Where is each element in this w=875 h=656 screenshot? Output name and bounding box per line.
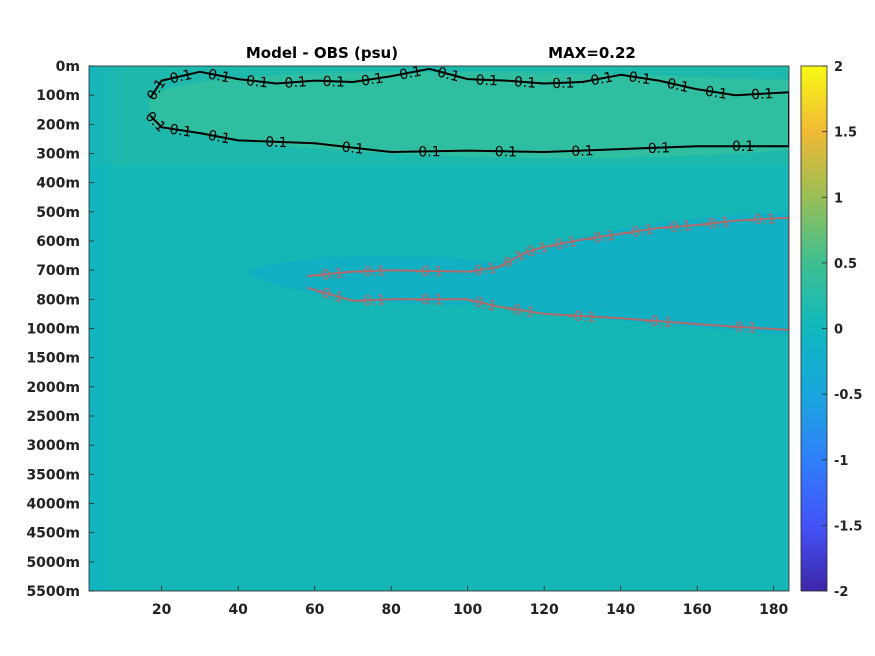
colorbar: 2 1.5 1 0.5 0 -0.5 -1 -1.5 -2 [800,60,862,600]
contour-label: 0.1 [589,69,614,89]
colorbar-ticks: 2 1.5 1 0.5 0 -0.5 -1 -1.5 -2 [822,60,862,600]
y-axis: 0m 100m 200m 300m 400m 500m 600m 700m 800m 1000m 1… [26,59,94,600]
contour-label: 0.1 [206,128,231,148]
y-tick-label: 100m [36,88,80,104]
contour-label: 0.1 [168,67,193,88]
contour-line [149,67,789,153]
contour-label: -0.1 [468,293,498,315]
contour-label: 0.1 [360,70,384,89]
contour-label: 0.1 [495,144,518,160]
contour-label: -0.1 [748,211,776,228]
contour-label: -0.1 [358,293,386,310]
contour-label: -0.1 [416,264,444,281]
contour-label: 0.1 [322,74,345,91]
x-tick-label: 20 [152,602,172,618]
y-tick-label: 3000m [26,438,80,454]
chart-title: Model - OBS (psu) [246,44,398,62]
y-tick-label: 1500m [26,351,80,367]
x-tick-label: 140 [606,602,635,618]
contour-label: -0.1 [519,239,550,262]
y-tick-label: 5500m [26,584,80,600]
x-tick-label: 120 [530,602,559,618]
colorbar-tick-label: 1.5 [834,126,857,141]
contour-label: -0.1 [358,263,386,280]
contour-label: 0.1 [245,73,269,91]
contour-label: -0.1 [468,261,497,281]
y-tick-label: 700m [36,263,80,279]
contour-label: 0.1 [552,75,575,92]
colorbar-tick-label: -1 [834,454,848,469]
contour-label: 0.1 [627,69,651,88]
contour-label: 0.1 [206,67,231,87]
contour-label: 0.1 [341,139,365,157]
contour-label: -0.1 [625,222,654,242]
contour-label: -0.1 [506,301,535,321]
contour-label: 0.1 [265,134,288,151]
max-value-label: MAX=0.22 [548,44,636,62]
contour-label: 0.1 [732,139,754,155]
contour-label: 0.1 [513,74,536,92]
contour-label: -0.1 [316,266,345,285]
positive-core-shading [150,72,789,158]
colorbar-tick-label: 1 [834,191,843,206]
y-tick-label: 4000m [26,497,80,513]
x-tick-label: 100 [453,602,482,618]
colorbar-gradient [800,65,828,592]
x-tick-label: 160 [683,602,712,618]
y-tick-label: 2500m [26,409,80,425]
contour-label: 0.1 [751,86,774,103]
contour-label: -0.1 [587,228,616,248]
colorbar-tick-label: -2 [834,585,848,600]
x-tick-label: 60 [305,602,325,618]
x-tick-label: 40 [228,602,248,618]
contour-label: -0.1 [729,319,757,337]
contour-label: 0.1 [418,144,441,160]
contour-label: 0.1 [436,64,462,85]
colorbar-tick-label: 2 [834,60,843,75]
deep-left-shading [89,66,249,591]
contour-label: -0.1 [664,218,692,236]
contour-label: -0.1 [314,284,345,307]
contour-label: 0.1 [284,74,307,92]
y-tick-label: 2000m [26,380,80,396]
y-tick-label: 400m [36,176,80,192]
contour-line [306,216,789,331]
contour-label: -0.1 [416,292,443,308]
y-tick-label: 500m [36,205,80,221]
y-tick-label: 200m [36,117,80,133]
colorbar-tick-label: 0.5 [834,257,857,272]
contour-label: -0.1 [645,313,673,331]
contour-label: 0.1 [398,64,423,84]
contour-layer: 0.1 0.1 0.1 0.1 0.1 0.1 0.1 0.1 0.1 0.1 0.1 0.1 0.1 0… [142,64,789,337]
contour-label: 0.1 [704,84,728,103]
contour-label: 0.1 [571,143,594,160]
y-tick-label: 0m [56,59,80,75]
contour-label: 0.1 [665,76,690,97]
contour-label: 0.1 [475,72,498,89]
contour-label: -0.1 [702,214,731,233]
y-tick-label: 800m [36,292,80,308]
y-tick-label: 300m [36,147,80,163]
y-tick-label: 5000m [26,555,80,571]
y-tick-label: 3500m [26,467,80,483]
contour-label: 0.1 [648,140,671,157]
contour-label: 0.1 [168,122,192,141]
x-tick-label: 180 [759,602,788,618]
colorbar-tick-label: -1.5 [834,519,862,534]
y-tick-label: 600m [36,234,80,250]
contour-label: -0.1 [568,308,596,326]
y-tick-label: 4500m [26,526,80,542]
colorbar-tick-label: 0 [834,323,843,338]
plot-area: 0.1 0.1 0.1 0.1 0.1 0.1 0.1 0.1 0.1 0.1 0.1 0.1 0.1 0… [88,64,790,592]
x-axis: 20 40 60 80 100 120 140 160 180 [152,586,789,618]
contour-label: -0.1 [549,234,579,255]
negative-core-shading [250,212,789,335]
y-tick-label: 1000m [26,322,80,338]
x-tick-label: 80 [381,602,401,618]
colorbar-tick-label: -0.5 [834,388,862,403]
